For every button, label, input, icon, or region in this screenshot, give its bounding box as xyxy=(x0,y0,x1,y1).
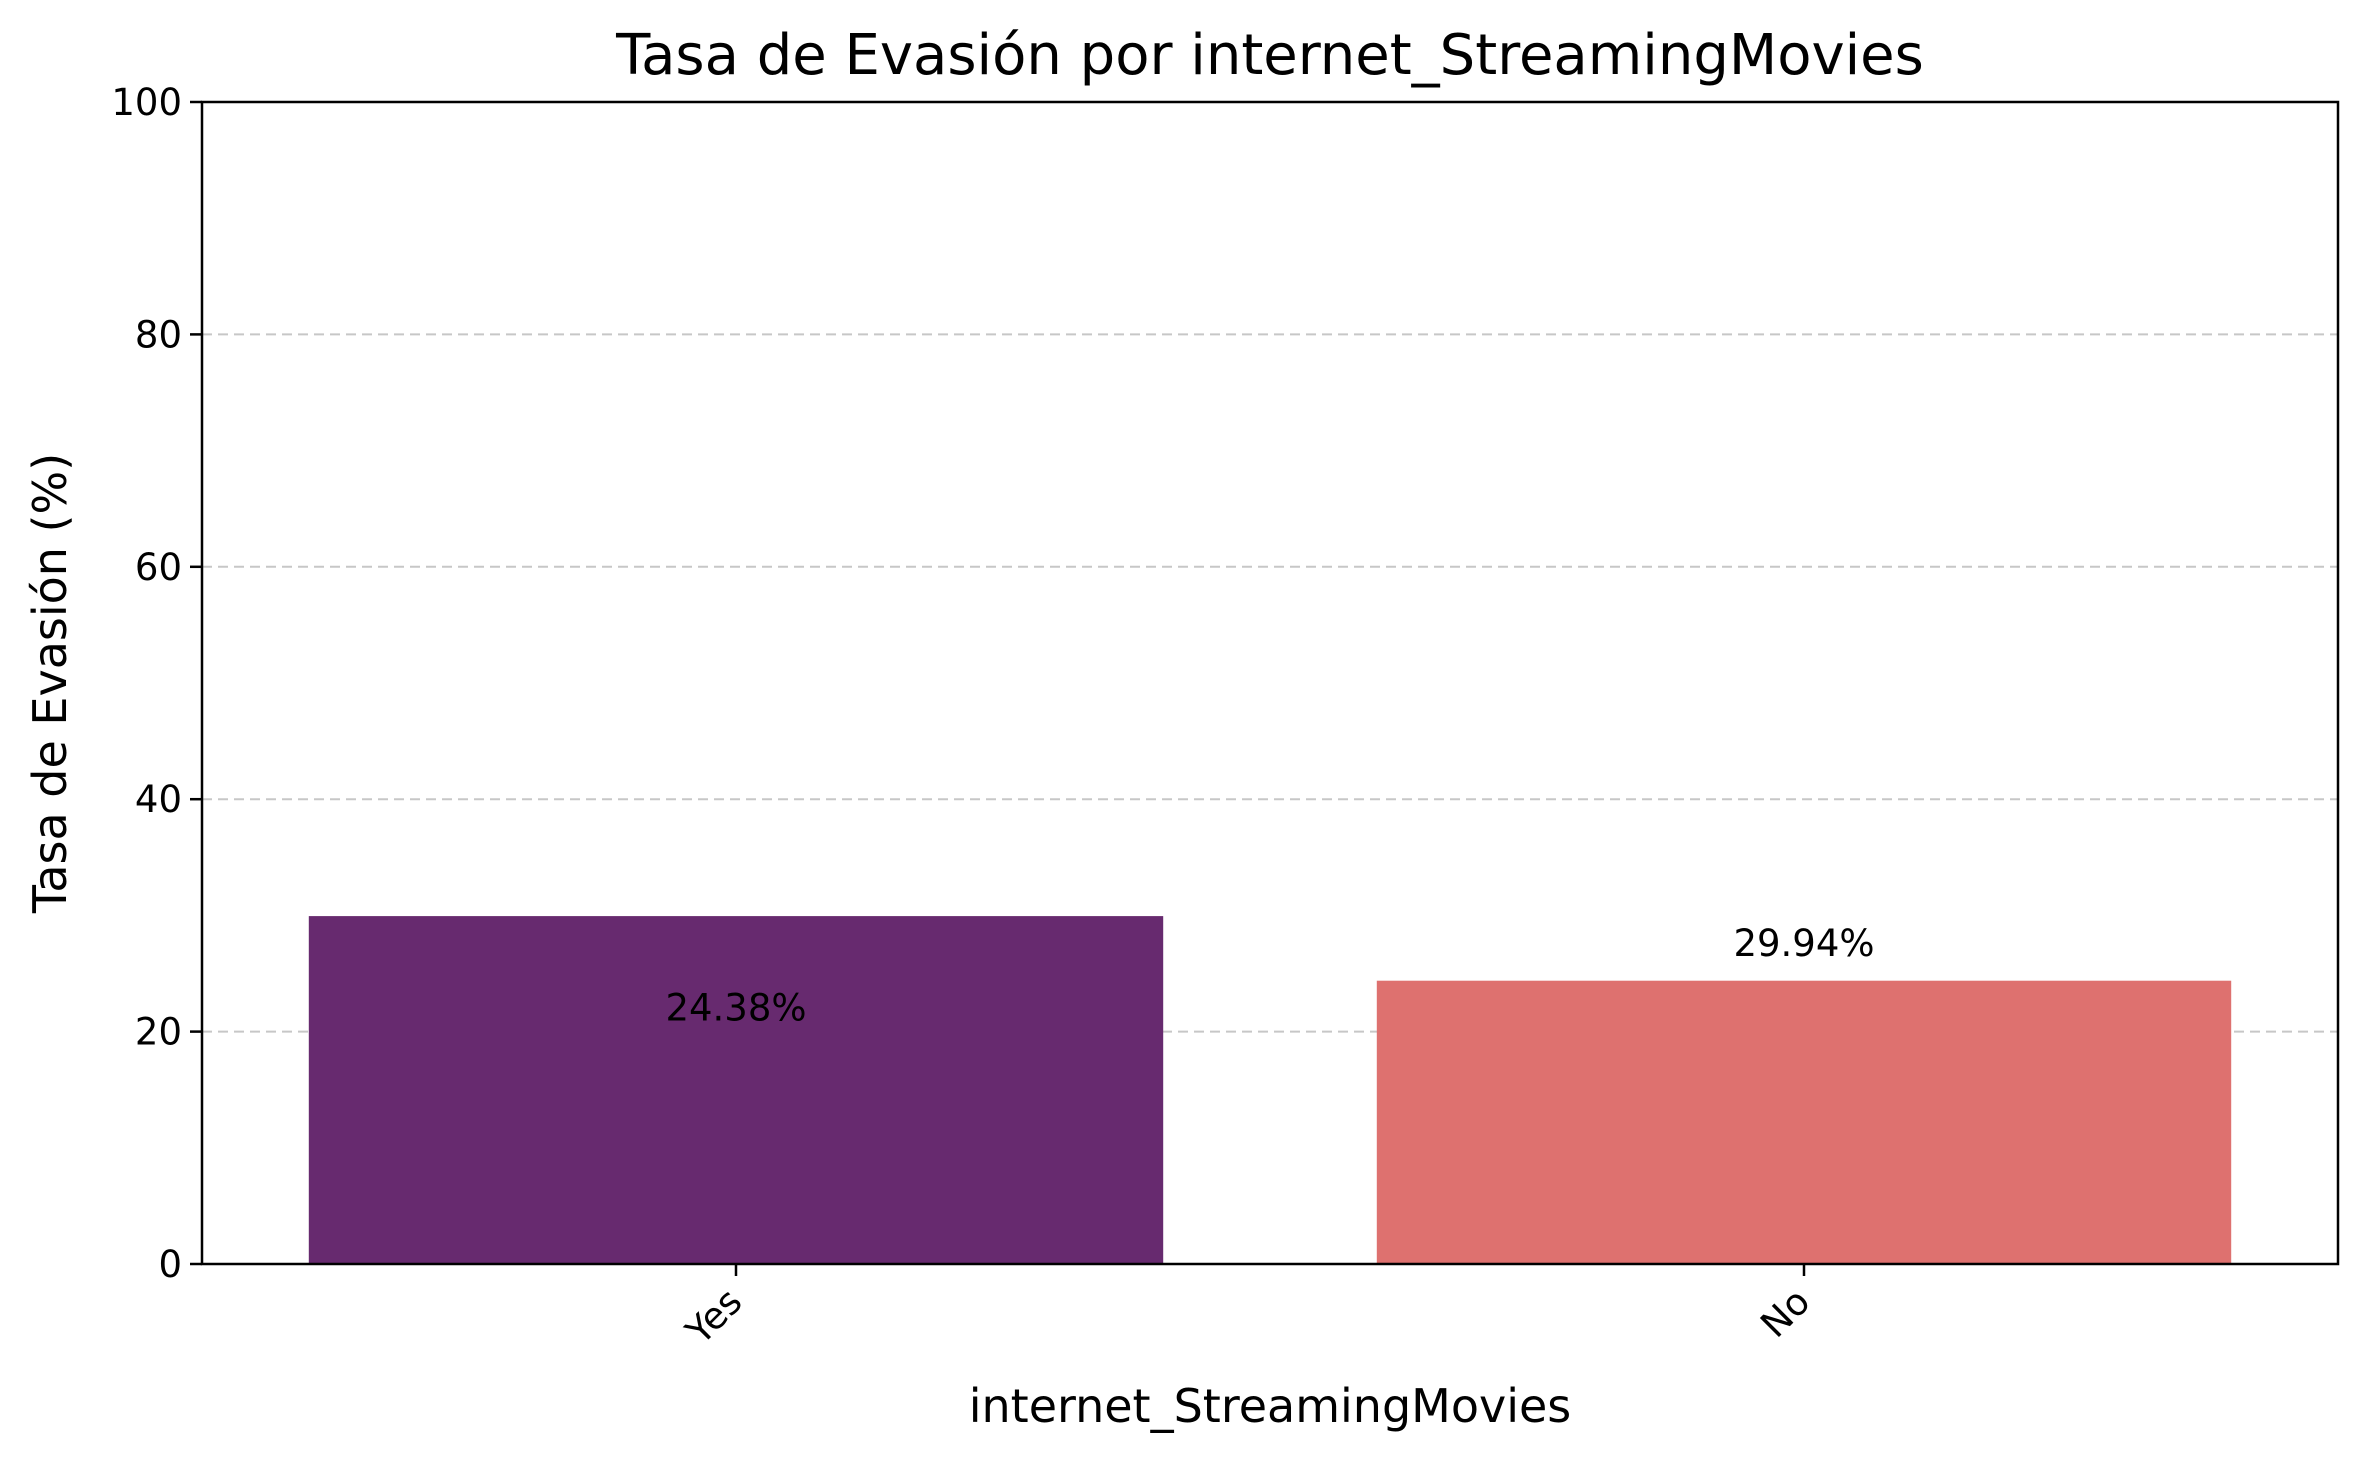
y-axis-label: Tasa de Evasión (%) xyxy=(23,453,77,914)
chart-title: Tasa de Evasión por internet_StreamingMo… xyxy=(615,23,1924,88)
x-tick-label: Yes xyxy=(677,1280,750,1353)
y-tick-label: 40 xyxy=(135,778,182,821)
y-tick-label: 100 xyxy=(111,81,182,124)
data-label-yes: 24.38% xyxy=(665,987,806,1030)
y-tick-label: 20 xyxy=(135,1011,182,1054)
y-tick-label: 80 xyxy=(135,313,182,356)
y-tick-label: 60 xyxy=(135,546,182,589)
x-axis-label: internet_StreamingMovies xyxy=(969,1379,1572,1433)
y-tick-label: 0 xyxy=(158,1243,182,1286)
y-axis-ticks: 0 20 40 60 80 100 xyxy=(111,81,202,1286)
data-label-no: 29.94% xyxy=(1733,922,1874,965)
plot-frame xyxy=(200,100,2340,1266)
x-tick-label: No xyxy=(1752,1280,1818,1346)
data-labels: 24.38% 29.94% xyxy=(665,922,1874,1030)
x-axis-ticks: Yes No xyxy=(677,1264,1818,1353)
bar-no xyxy=(1376,980,2232,1264)
bars xyxy=(308,916,2232,1264)
bar-yes xyxy=(308,916,1164,1264)
